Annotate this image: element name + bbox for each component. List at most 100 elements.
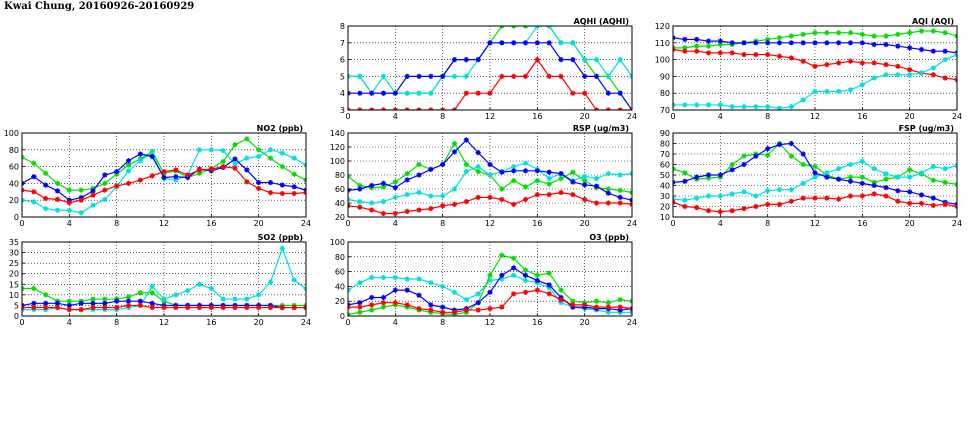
o3-x-tick-label: 0 (345, 318, 350, 327)
aqi-data-point (705, 50, 712, 56)
rsp-data-point (369, 182, 375, 189)
fsp-data-point (765, 201, 771, 207)
no2-data-point (291, 155, 297, 161)
fsp-data-point (694, 174, 700, 180)
o3-data-point (522, 277, 529, 284)
fsp-data-point (800, 151, 806, 157)
no2-chart-title: NO2 (ppb) (257, 124, 303, 133)
aqi-data-point (859, 60, 865, 66)
so2-data-point (161, 296, 167, 302)
rsp-data-point (605, 190, 611, 196)
aqhi-data-point (369, 90, 375, 96)
so2-y-tick-label: 30 (9, 249, 19, 258)
rsp-data-point (582, 196, 588, 203)
o3-data-point (558, 287, 564, 293)
no2-data-point (220, 148, 226, 154)
aqi-data-point (765, 104, 771, 110)
aqi-data-point (705, 38, 712, 44)
so2-data-point (102, 304, 108, 311)
aqi-series-3 (673, 51, 957, 110)
no2-data-point (267, 155, 274, 161)
no2-y-tick-label: 100 (4, 129, 19, 138)
aqhi-data-point (451, 57, 458, 63)
aqi-x-tick-label: 8 (765, 112, 770, 121)
fsp-data-point (918, 200, 925, 206)
fsp-data-point (753, 153, 759, 159)
o3-data-point (546, 291, 552, 297)
fsp-data-point (847, 174, 854, 180)
no2-data-point (78, 187, 84, 193)
fsp-data-point (717, 209, 723, 215)
so2-x-tick-label: 16 (206, 318, 216, 327)
aqi-data-point (717, 102, 723, 108)
rsp-data-point (451, 149, 458, 155)
so2-y-tick-label: 25 (9, 259, 19, 268)
so2-data-point (102, 296, 108, 302)
fsp-data-point (847, 161, 854, 168)
no2-data-point (244, 179, 250, 185)
aqhi-data-point (605, 90, 611, 96)
fsp-data-point (895, 174, 901, 180)
o3-data-point (416, 292, 422, 298)
rsp-data-point (428, 206, 434, 212)
fsp-data-point (836, 166, 842, 172)
o3-data-point (357, 309, 363, 315)
rsp-data-point (546, 175, 552, 182)
aqhi-series-2 (348, 40, 632, 110)
o3-data-point (522, 272, 529, 278)
fsp-data-point (907, 189, 913, 195)
fsp-data-point (705, 193, 712, 199)
no2-data-point (137, 177, 143, 183)
rsp-data-point (487, 161, 493, 168)
rsp-plot-frame (347, 132, 633, 218)
aqhi-data-point (416, 73, 422, 79)
o3-data-point (357, 280, 363, 286)
fsp-data-point (942, 201, 948, 207)
aqi-data-point (942, 30, 948, 36)
fsp-chart-title: FSP (ug/m3) (899, 124, 954, 133)
no2-data-point (220, 164, 226, 170)
aqi-data-point (682, 36, 688, 43)
so2-data-point (54, 304, 61, 311)
o3-data-point (617, 304, 623, 310)
no2-data-point (279, 190, 285, 197)
no2-data-point (196, 170, 203, 176)
rsp-data-point (522, 184, 529, 190)
aqhi-data-point (558, 73, 564, 79)
fsp-data-point (836, 176, 842, 182)
aqhi-x-tick-label: 20 (580, 112, 590, 121)
o3-data-point (380, 274, 387, 281)
fsp-data-point (883, 176, 889, 182)
rsp-data-point (475, 168, 481, 175)
so2-data-point (173, 292, 179, 298)
no2-data-point (220, 158, 226, 165)
no2-data-point (102, 172, 108, 178)
aqi-data-point (753, 40, 759, 46)
rsp-data-point (463, 137, 469, 143)
aqhi-data-point (357, 90, 363, 96)
rsp-chart: 0 4 8 12 16 20 24 20 40 60 80 100 120 140 RSP (ug/m3) (330, 124, 637, 228)
so2-y-tick-label: 20 (9, 270, 19, 279)
o3-data-point (522, 289, 529, 295)
so2-data-point (66, 298, 72, 304)
o3-data-point (404, 276, 410, 282)
o3-data-point (428, 307, 434, 313)
fsp-data-point (682, 170, 688, 176)
aqhi-data-point (463, 73, 469, 79)
fsp-x-tick-label: 4 (718, 219, 723, 228)
no2-data-point (244, 167, 250, 173)
rsp-data-point (392, 185, 398, 191)
no2-data-point (66, 187, 72, 193)
fsp-data-point (918, 192, 925, 198)
fsp-y-tick-label: 10 (660, 213, 670, 222)
o3-x-tick-label: 4 (393, 318, 398, 327)
so2-x-tick-label: 8 (114, 318, 119, 327)
aqhi-data-point (593, 73, 600, 79)
no2-data-point (54, 207, 61, 213)
rsp-data-point (582, 173, 588, 179)
fsp-x-tick-label: 16 (857, 219, 867, 228)
aqhi-data-point (475, 57, 481, 63)
aqi-data-point (847, 58, 854, 64)
rsp-data-point (475, 150, 481, 156)
o3-data-point (511, 265, 517, 271)
